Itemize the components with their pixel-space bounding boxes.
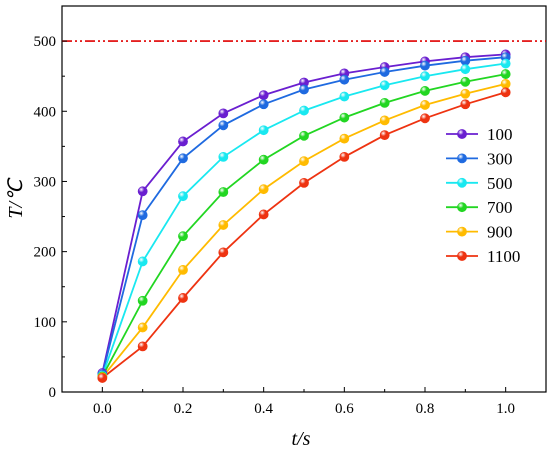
y-tick-label: 100 — [34, 315, 57, 331]
data-point — [379, 67, 390, 77]
data-point — [178, 293, 188, 303]
data-point — [420, 86, 430, 96]
legend-label: 900 — [487, 223, 513, 242]
y-tick-label: 300 — [34, 174, 57, 190]
data-point — [178, 191, 188, 202]
legend-marker — [457, 177, 467, 188]
x-tick-label: 0.0 — [93, 401, 112, 417]
data-point — [420, 60, 430, 71]
y-tick-label: 200 — [34, 245, 57, 261]
data-point — [339, 74, 350, 85]
data-point — [299, 177, 309, 188]
y-axis-label: T/℃ — [5, 177, 27, 219]
data-point — [299, 130, 309, 141]
data-point — [299, 105, 309, 116]
legend-marker — [457, 226, 467, 237]
data-point — [339, 112, 350, 123]
data-point — [460, 88, 471, 99]
legend-label: 300 — [487, 149, 513, 168]
data-point — [137, 186, 148, 197]
data-point — [258, 184, 269, 195]
data-point — [218, 108, 229, 119]
data-point — [420, 71, 430, 82]
x-tick-label: 0.6 — [335, 401, 354, 417]
legend-marker — [457, 202, 467, 213]
data-point — [420, 113, 430, 124]
data-point — [379, 80, 390, 91]
data-point — [258, 209, 269, 220]
series-line-100 — [101, 53, 506, 374]
y-tick-label: 400 — [34, 104, 57, 120]
data-point — [137, 341, 148, 352]
data-point — [299, 156, 309, 167]
x-tick-label: 0.4 — [254, 401, 273, 417]
data-point — [218, 247, 229, 258]
y-tick-label: 500 — [34, 34, 57, 50]
data-point — [178, 231, 188, 242]
data-point — [500, 69, 511, 79]
data-point — [460, 99, 471, 110]
y-tick-label: 0 — [49, 385, 57, 401]
data-point — [218, 187, 229, 197]
x-axis-label: t/s — [292, 428, 311, 450]
data-point — [379, 130, 390, 141]
legend-label: 700 — [487, 198, 513, 217]
data-point — [299, 84, 309, 95]
legend-marker — [457, 251, 467, 261]
y-axis: 0 100 200 300 400 500 — [34, 5, 67, 401]
x-tick-label: 1.0 — [496, 401, 515, 417]
data-point — [460, 55, 471, 66]
data-point — [420, 100, 430, 110]
data-point — [218, 151, 229, 162]
plot-frame — [61, 5, 547, 393]
data-point — [258, 125, 269, 136]
data-point — [258, 90, 269, 101]
x-axis: 0.0 0.2 0.4 0.6 0.8 1.0 — [93, 387, 515, 417]
data-point — [339, 133, 350, 144]
data-point — [178, 264, 188, 275]
legend-marker — [457, 153, 467, 164]
legend-label: 500 — [487, 174, 513, 193]
data-point — [500, 79, 511, 89]
data-point — [137, 322, 148, 333]
x-tick-label: 0.8 — [416, 401, 435, 417]
data-point — [97, 373, 108, 383]
data-point — [460, 64, 471, 75]
data-point — [379, 115, 390, 126]
data-point — [500, 87, 511, 98]
data-point — [137, 295, 148, 306]
legend-label: 100 — [487, 125, 513, 144]
data-point — [178, 153, 188, 164]
series-layer — [97, 49, 511, 383]
x-tick-label: 0.2 — [174, 401, 193, 417]
legend: 100 300 500 700 900 1100 — [446, 125, 520, 266]
legend-marker — [457, 129, 467, 139]
data-point — [137, 210, 148, 221]
data-point — [339, 91, 350, 102]
series-line-700 — [101, 73, 506, 378]
data-point — [178, 136, 188, 147]
data-point — [379, 97, 390, 108]
data-point — [258, 154, 269, 165]
data-point — [460, 76, 471, 87]
data-point — [218, 120, 229, 131]
series-line-300 — [101, 56, 506, 375]
data-point — [258, 99, 269, 110]
legend-label: 1100 — [487, 247, 520, 266]
data-point — [137, 256, 148, 267]
data-point — [218, 220, 229, 230]
data-point — [500, 58, 511, 69]
data-point — [339, 151, 350, 162]
